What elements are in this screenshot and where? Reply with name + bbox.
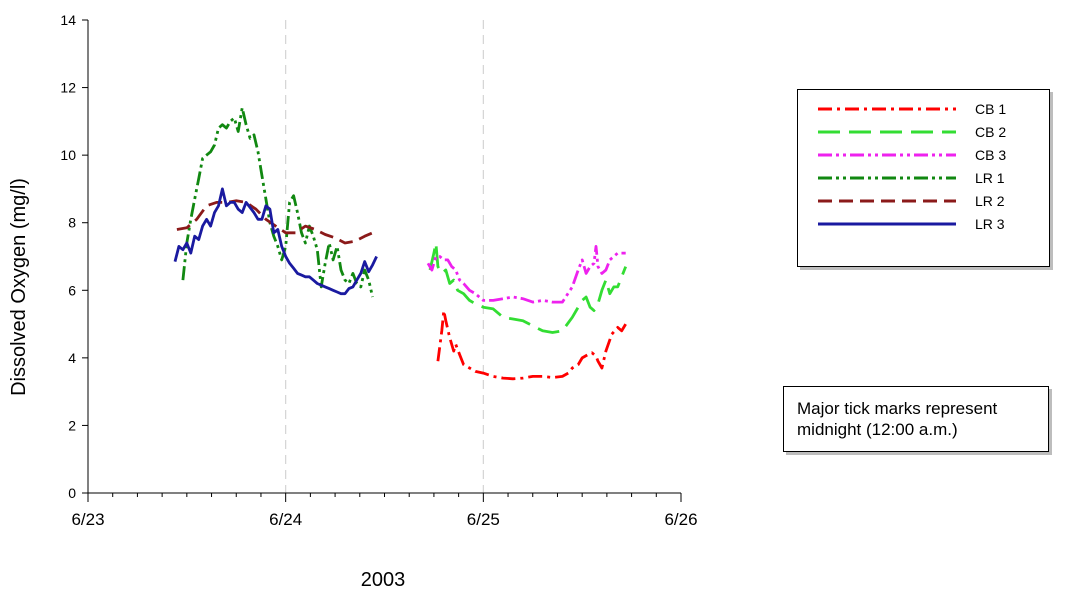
legend-swatch: [818, 176, 956, 180]
legend-label: LR 2: [975, 193, 1005, 209]
x-tick-label: 6/25: [467, 510, 500, 529]
legend-swatch: [818, 107, 956, 111]
series-line-lr-2: [176, 199, 374, 245]
legend-swatch: [818, 199, 956, 203]
legend: CB 1 CB 2 CB 3 LR 1 LR 2 LR 3: [797, 89, 1050, 267]
y-tick-label: 4: [68, 350, 76, 366]
x-tick-label: 6/23: [71, 510, 104, 529]
legend-item: CB 2: [798, 121, 1049, 144]
x-tick-label: 6/24: [269, 510, 302, 529]
y-tick-label: 10: [60, 147, 76, 163]
y-tick-label: 12: [60, 80, 76, 96]
y-tick-label: 8: [68, 215, 76, 231]
note-line-2: midnight (12:00 a.m.): [797, 420, 958, 439]
y-tick-label: 0: [68, 485, 76, 501]
series-line-lr-3: [173, 187, 378, 296]
legend-swatch: [818, 153, 956, 157]
legend-item: LR 1: [798, 167, 1049, 190]
legend-label: CB 2: [975, 124, 1007, 140]
y-tick-label: 6: [68, 282, 76, 298]
legend-swatch: [818, 130, 956, 134]
note-box: Major tick marks represent midnight (12:…: [783, 386, 1049, 452]
x-tick-label: 6/26: [664, 510, 697, 529]
y-tick-label: 2: [68, 417, 76, 433]
note-line-1: Major tick marks represent: [797, 399, 998, 418]
legend-label: CB 3: [975, 147, 1007, 163]
legend-label: LR 3: [975, 216, 1005, 232]
legend-item: CB 3: [798, 144, 1049, 167]
legend-item: CB 1: [798, 98, 1049, 121]
series-line-lr-1: [181, 106, 374, 298]
legend-label: LR 1: [975, 170, 1005, 186]
legend-item: LR 3: [798, 213, 1049, 236]
legend-swatch: [818, 222, 956, 226]
y-axis-label: Dissolved Oxygen (mg/l): [8, 178, 30, 396]
y-tick-label: 14: [60, 12, 76, 28]
x-axis-label: 2003: [361, 569, 406, 591]
series-line-cb-3: [426, 244, 626, 304]
legend-item: LR 2: [798, 190, 1049, 213]
series-line-cb-1: [436, 309, 627, 381]
series-line-cb-2: [428, 241, 628, 334]
legend-label: CB 1: [975, 101, 1007, 117]
